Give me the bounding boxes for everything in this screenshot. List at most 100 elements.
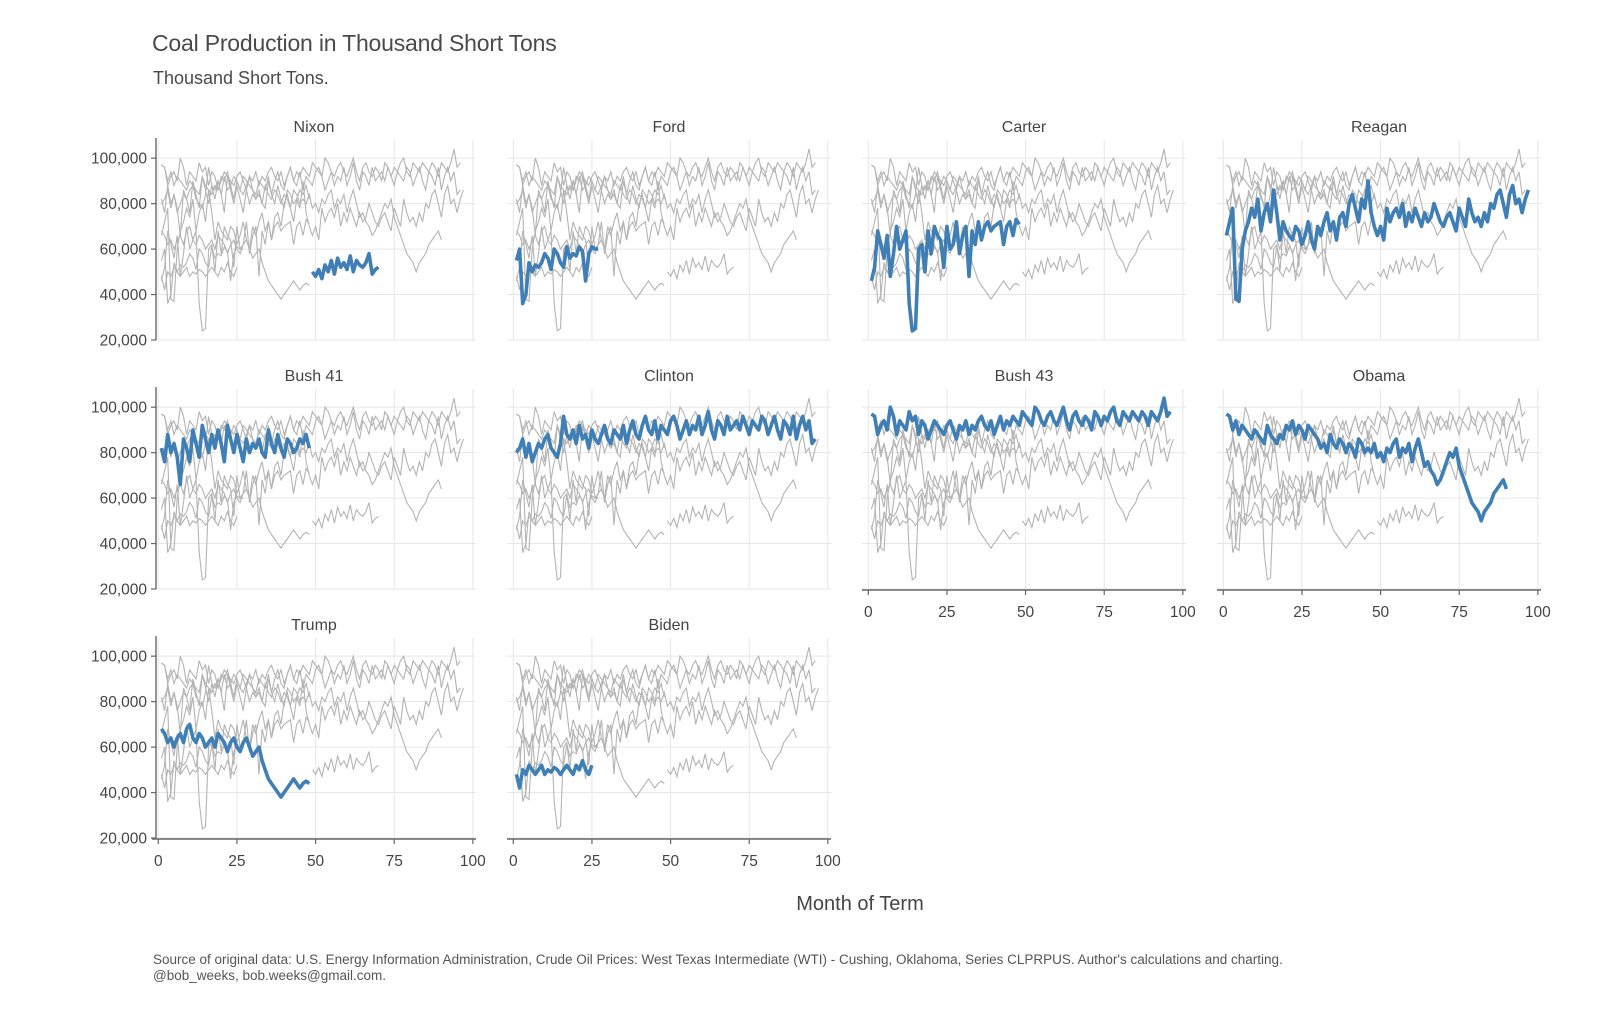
series-line-nixon (1021, 253, 1089, 281)
series-line-reagan (160, 180, 464, 303)
panel-title: Trump (291, 617, 337, 634)
series-line-bush-43 (516, 148, 816, 192)
x-tick-label: 0 (154, 853, 163, 870)
series-line-obama (161, 413, 442, 523)
series-line-reagan (160, 429, 464, 552)
series-line-nixon (666, 253, 734, 281)
panel-title: Nixon (294, 119, 335, 136)
series-line-ford (160, 245, 244, 304)
series-line-bush-43 (516, 646, 816, 690)
series-line-biden (1225, 261, 1303, 291)
series-line-highlight-obama (1225, 412, 1509, 523)
series-line-ford (160, 494, 244, 553)
series-line-ford (870, 494, 954, 553)
x-tick-label: 0 (864, 604, 873, 621)
series-line-ford (160, 743, 244, 802)
series-line-biden (515, 510, 593, 540)
chart-caption: Source of original data: U.S. Energy Inf… (153, 952, 1283, 984)
series-line-highlight-bush-43 (870, 396, 1172, 441)
series-line-biden (160, 261, 238, 291)
series-line-bush-43 (871, 148, 1171, 192)
y-tick-label: 60,000 (100, 491, 148, 508)
series-line-reagan (515, 180, 819, 303)
series-line-highlight-clinton (514, 409, 817, 464)
series-line-reagan (870, 429, 1174, 552)
x-axis-label: Month of Term (796, 893, 924, 915)
series-line-highlight-reagan (1224, 179, 1531, 304)
panel-title: Bush 43 (995, 368, 1054, 385)
series-line-bush-43 (161, 646, 461, 690)
y-tick-label: 40,000 (100, 287, 148, 304)
panel-obama: Obama 0 25 50 75 100 (1217, 368, 1551, 621)
y-tick-label: 80,000 (100, 694, 148, 711)
series-line-ford (870, 245, 954, 304)
y-tick-label: 60,000 (100, 242, 148, 259)
series-line-obama (516, 662, 797, 772)
panel-ford: Ford (507, 119, 831, 341)
series-line-highlight-nixon (310, 251, 380, 281)
series-line-obama (516, 413, 797, 523)
series-line-highlight-carter (869, 217, 1021, 333)
x-tick-label: 75 (1451, 604, 1468, 621)
y-tick-label: 60,000 (100, 740, 148, 757)
series-line-nixon (311, 751, 379, 779)
panel-title: Obama (1353, 368, 1406, 385)
series-line-biden (160, 759, 238, 789)
panel-title: Carter (1002, 119, 1047, 136)
series-line-obama (161, 164, 442, 274)
series-line-bush-43 (1226, 397, 1526, 441)
x-tick-label: 100 (815, 853, 841, 870)
chart-subtitle: Thousand Short Tons. (153, 68, 329, 88)
y-tick-label: 20,000 (100, 831, 148, 848)
series-line-obama (871, 413, 1152, 523)
panel-nixon: Nixon 20,000 40,000 60,000 80,000 100,000 (91, 119, 476, 350)
y-tick-label: 20,000 (100, 582, 148, 599)
series-line-bush-43 (161, 148, 461, 192)
series-line-trump (160, 225, 310, 301)
chart-title: Coal Production in Thousand Short Tons (152, 30, 557, 56)
series-line-highlight-biden (514, 758, 594, 790)
x-tick-label: 50 (1017, 604, 1035, 621)
series-line-nixon (1376, 502, 1444, 530)
x-tick-label: 0 (509, 853, 518, 870)
series-line-trump (515, 474, 665, 550)
y-tick-label: 40,000 (100, 536, 148, 553)
x-tick-label: 25 (583, 853, 600, 870)
y-tick-label: 20,000 (100, 333, 148, 350)
series-line-ford (1225, 494, 1309, 553)
series-line-trump (160, 474, 310, 550)
series-line-bush-43 (1226, 148, 1526, 192)
series-line-nixon (1021, 502, 1089, 530)
series-line-biden (1225, 510, 1303, 540)
series-line-ford (515, 494, 599, 553)
x-tick-label: 75 (386, 853, 403, 870)
series-line-highlight-trump (159, 722, 311, 799)
x-tick-label: 50 (662, 853, 680, 870)
series-line-highlight-bush-41 (159, 423, 312, 487)
series-line-nixon (666, 751, 734, 779)
panel-title: Ford (653, 119, 686, 136)
series-line-obama (871, 164, 1152, 274)
panel-title: Reagan (1351, 119, 1407, 136)
caption-contact: @bob_weeks, bob.weeks@gmail.com. (153, 968, 387, 983)
y-tick-label: 80,000 (100, 196, 148, 213)
y-tick-label: 100,000 (91, 400, 147, 417)
series-line-trump (870, 474, 1020, 550)
x-tick-label: 0 (1219, 604, 1228, 621)
x-tick-label: 50 (1372, 604, 1390, 621)
series-line-obama (516, 164, 797, 274)
series-line-trump (1225, 474, 1375, 550)
panel-title: Biden (649, 617, 690, 634)
panel-reagan: Reagan (1217, 119, 1541, 341)
panel-bush-43: Bush 43 0 25 50 75 100 (862, 368, 1196, 621)
x-tick-label: 75 (741, 853, 758, 870)
series-line-obama (161, 662, 442, 772)
panel-carter: Carter (862, 119, 1186, 341)
x-tick-label: 25 (228, 853, 245, 870)
x-tick-label: 25 (938, 604, 955, 621)
x-tick-label: 75 (1096, 604, 1113, 621)
y-tick-label: 100,000 (91, 649, 147, 666)
x-tick-label: 25 (1293, 604, 1310, 621)
